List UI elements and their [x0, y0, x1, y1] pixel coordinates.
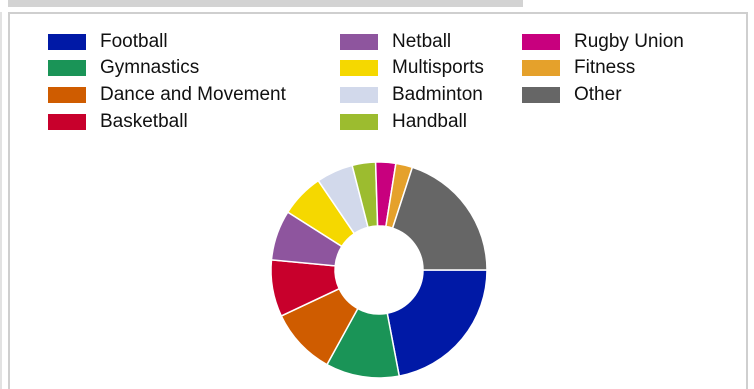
legend-swatch — [48, 87, 86, 103]
legend-swatch — [340, 114, 378, 130]
legend-label: Fitness — [574, 57, 636, 78]
legend-item: Other — [522, 84, 622, 106]
chart-frame — [8, 12, 748, 389]
legend-item: Dance and Movement — [48, 84, 286, 106]
legend-swatch — [340, 60, 378, 76]
legend-item: Basketball — [48, 111, 188, 133]
legend-label: Dance and Movement — [100, 84, 286, 105]
legend-label: Basketball — [100, 111, 188, 132]
legend-item: Badminton — [340, 84, 483, 106]
legend-swatch — [522, 60, 560, 76]
legend-label: Badminton — [392, 84, 483, 105]
legend-item: Rugby Union — [522, 31, 684, 53]
left-rule — [0, 12, 2, 389]
legend-label: Other — [574, 84, 622, 105]
legend-item: Netball — [340, 31, 451, 53]
donut-hole — [335, 226, 423, 314]
top-strip — [8, 0, 523, 7]
legend-swatch — [48, 34, 86, 50]
donut-slice — [386, 269, 488, 377]
legend-swatch — [522, 34, 560, 50]
legend-label: Rugby Union — [574, 31, 684, 52]
chart-legend: Football Gymnastics Dance and Movement Bask… — [0, 0, 754, 140]
legend-swatch — [48, 60, 86, 76]
legend-item: Handball — [340, 111, 467, 133]
legend-item: Football — [48, 31, 168, 53]
legend-label: Multisports — [392, 57, 484, 78]
legend-label: Handball — [392, 111, 467, 132]
legend-label: Netball — [392, 31, 452, 52]
legend-item: Gymnastics — [48, 57, 199, 79]
legend-label: Football — [100, 31, 168, 52]
legend-item: Fitness — [522, 57, 635, 79]
legend-swatch — [340, 87, 378, 103]
legend-label: Gymnastics — [100, 57, 200, 78]
legend-item: Multisports — [340, 57, 484, 79]
legend-swatch — [340, 34, 378, 50]
legend-swatch — [48, 114, 86, 130]
legend-swatch — [522, 87, 560, 103]
